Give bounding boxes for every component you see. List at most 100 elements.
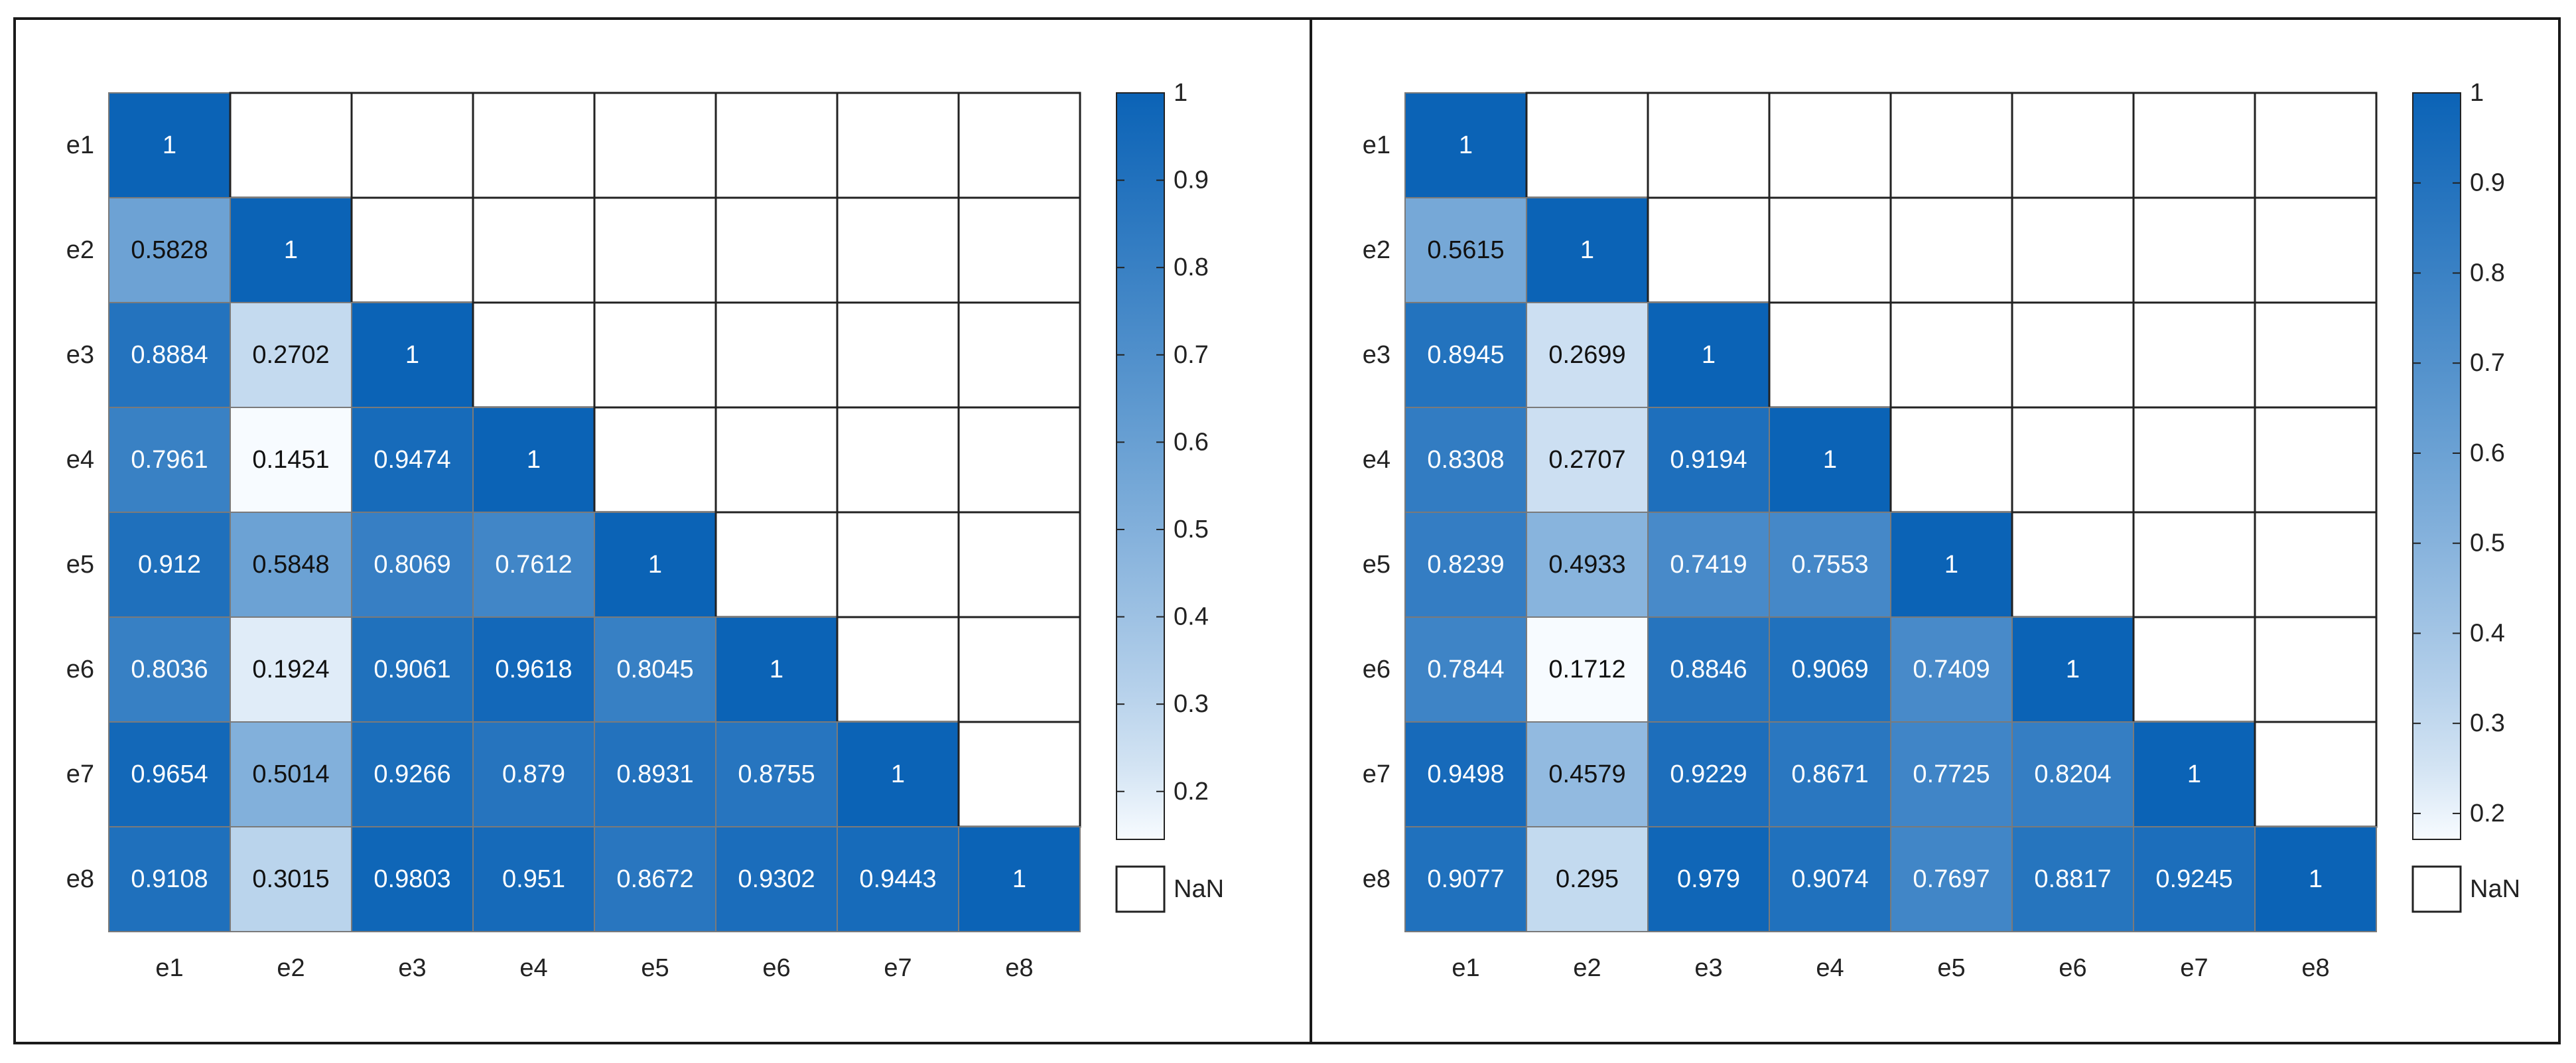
colorbar-tick-label-0.9: 0.9 xyxy=(1174,167,1209,194)
cell-value-label-r3-c1: 0.8884 xyxy=(131,341,208,369)
heatmap-cell-r3-c1 xyxy=(1404,302,1527,408)
cell-value-label-r8-c6: 0.8817 xyxy=(2034,865,2111,893)
cell-value-label-r4-c3: 0.9474 xyxy=(373,446,450,474)
heatmap-cell-r4-c5 xyxy=(593,406,717,514)
heatmap-cell-r3-c3 xyxy=(1647,302,1770,408)
heatmap-cell-r2-c4 xyxy=(472,196,596,304)
heatmap-cell-r7-c4 xyxy=(1769,721,1891,827)
cell-value-label-r7-c7: 1 xyxy=(891,760,905,788)
heatmap-cell-r1-c3 xyxy=(350,92,474,199)
colorbar-tick-label-0.4: 0.4 xyxy=(2470,619,2505,647)
cell-value-label-r5-c2: 0.5848 xyxy=(252,551,329,579)
heatmap-cell-r8-c8 xyxy=(2254,826,2377,932)
heatmap-cell-r3-c8 xyxy=(957,301,1081,409)
cell-value-label-r5-c4: 0.7612 xyxy=(495,551,572,579)
heatmap-cell-r2-c3 xyxy=(1647,196,1771,304)
cell-value-label-r7-c1: 0.9654 xyxy=(131,760,208,788)
row-label-e2: e2 xyxy=(66,236,94,264)
colorbar-tick-label-0.7: 0.7 xyxy=(1174,341,1209,369)
row-label-e7: e7 xyxy=(1363,760,1390,788)
cell-value-label-r2-c2: 1 xyxy=(284,236,298,264)
colorbar-tick-label-0.3: 0.3 xyxy=(2470,709,2505,737)
row-label-e3: e3 xyxy=(1363,341,1390,369)
cell-value-label-r1-c1: 1 xyxy=(1459,131,1473,159)
cell-value-label-r4-c4: 1 xyxy=(1823,446,1837,474)
column-label-e7: e7 xyxy=(2180,954,2208,982)
column-label-e1: e1 xyxy=(1452,954,1479,982)
colorbar-tick-label-1: 1 xyxy=(2470,79,2484,107)
cell-value-label-r7-c4: 0.879 xyxy=(502,760,565,788)
row-label-e8: e8 xyxy=(66,865,94,893)
cell-value-label-r8-c2: 0.295 xyxy=(1556,865,1619,893)
column-label-e8: e8 xyxy=(1005,954,1033,982)
heatmap-cell-r8-c3 xyxy=(1647,826,1770,932)
heatmap-cell-r7-c3 xyxy=(1647,721,1770,827)
heatmap-cell-r4-c6 xyxy=(714,406,839,514)
colorbar-tick-label-0.5: 0.5 xyxy=(1174,516,1209,543)
row-label-e1: e1 xyxy=(66,131,94,159)
heatmap-cell-r4-c1 xyxy=(108,407,231,513)
colorbar-tick-label-0.7: 0.7 xyxy=(2470,349,2505,377)
heatmap-cell-r1-c1 xyxy=(1404,92,1527,198)
heatmap-cell-r4-c3 xyxy=(1647,407,1770,513)
heatmap-cell-r5-c1 xyxy=(108,512,231,618)
heatmap-cell-r2-c4 xyxy=(1768,196,1892,304)
cell-value-label-r6-c1: 0.7844 xyxy=(1427,656,1504,683)
column-label-e1: e1 xyxy=(155,954,183,982)
heatmap-cell-r4-c8 xyxy=(2254,406,2378,514)
heatmap-cell-r5-c1 xyxy=(1404,512,1527,618)
cell-value-label-r3-c3: 1 xyxy=(1702,341,1716,369)
heatmap-cell-r5-c2 xyxy=(1526,512,1649,618)
heatmap-cell-r5-c6 xyxy=(2011,511,2135,618)
heatmap-cell-r3-c4 xyxy=(1768,301,1892,409)
colorbar-tick-label-0.8: 0.8 xyxy=(2470,259,2505,287)
column-label-e6: e6 xyxy=(762,954,790,982)
cell-value-label-r8-c8: 1 xyxy=(1012,865,1026,893)
heatmap-cell-r7-c4 xyxy=(472,721,595,827)
cell-value-label-r8-c5: 0.8672 xyxy=(616,865,693,893)
heatmap-cell-r8-c8 xyxy=(958,826,1081,932)
row-label-e7: e7 xyxy=(66,760,94,788)
heatmap-cell-r6-c4 xyxy=(1769,616,1891,723)
heatmap-cell-r2-c2 xyxy=(1526,197,1649,303)
heatmap-cell-r2-c8 xyxy=(957,196,1081,304)
heatmap-cell-r5-c3 xyxy=(1647,512,1770,618)
colorbar xyxy=(1116,92,1165,840)
heatmap-cell-r3-c8 xyxy=(2254,301,2378,409)
cell-value-label-r6-c3: 0.8846 xyxy=(1670,656,1747,683)
row-label-e6: e6 xyxy=(1363,656,1390,683)
heatmap-left-svg: 1 0.5828 1 0.8884 0.2702 1 0.7961 0.1451 0.9474 1… xyxy=(66,79,1224,982)
heatmap-cell-r4-c3 xyxy=(351,407,474,513)
heatmap-cell-r5-c2 xyxy=(230,512,352,618)
column-label-e2: e2 xyxy=(277,954,305,982)
cell-value-label-r5-c5: 1 xyxy=(1944,551,1958,579)
heatmap-cell-r3-c5 xyxy=(593,301,717,409)
cell-value-label-r4-c4: 1 xyxy=(527,446,541,474)
heatmap-cell-r4-c6 xyxy=(2011,406,2135,514)
cell-value-label-r6-c2: 0.1712 xyxy=(1548,656,1625,683)
heatmap-cell-r1-c4 xyxy=(472,92,596,199)
heatmap-cell-r8-c4 xyxy=(1769,826,1891,932)
colorbar-tick-label-0.8: 0.8 xyxy=(1174,253,1209,281)
heatmap-cell-r2-c7 xyxy=(836,196,960,304)
row-label-e2: e2 xyxy=(1363,236,1390,264)
heatmap-cell-r7-c1 xyxy=(1404,721,1527,827)
heatmap-cell-r3-c6 xyxy=(714,301,839,409)
cell-value-label-r8-c7: 0.9245 xyxy=(2155,865,2232,893)
colorbar-tick-label-0.5: 0.5 xyxy=(2470,530,2505,557)
heatmap-cell-r3-c7 xyxy=(836,301,960,409)
colorbar-tick-label-0.2: 0.2 xyxy=(2470,800,2505,827)
cell-value-label-r7-c5: 0.7725 xyxy=(1913,760,1990,788)
heatmap-cell-r1-c3 xyxy=(1647,92,1771,199)
heatmap-cell-r3-c5 xyxy=(1889,301,2013,409)
heatmap-cell-r2-c8 xyxy=(2254,196,2378,304)
heatmap-cell-r3-c7 xyxy=(2132,301,2256,409)
heatmap-cell-r7-c6 xyxy=(2011,721,2134,827)
nan-label: NaN xyxy=(2470,875,2520,903)
colorbar-tick-label-0.6: 0.6 xyxy=(2470,439,2505,467)
cell-value-label-r4-c2: 0.2707 xyxy=(1548,446,1625,474)
cell-value-label-r8-c8: 1 xyxy=(2309,865,2323,893)
cell-value-label-r5-c4: 0.7553 xyxy=(1791,551,1868,579)
heatmap-cell-r1-c5 xyxy=(1889,92,2013,199)
heatmap-cell-r7-c8 xyxy=(2254,721,2378,828)
